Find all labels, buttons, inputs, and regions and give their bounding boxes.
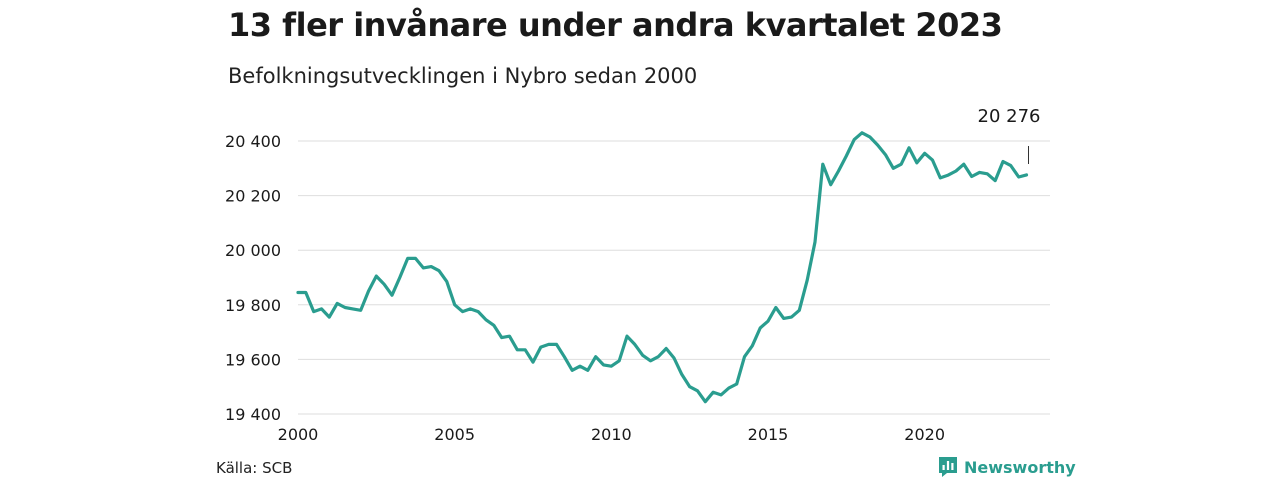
population-line [296,131,1029,404]
newsworthy-logo-icon [939,457,957,477]
x-tick-label: 2010 [591,425,632,444]
x-axis-tick-labels: 2000 2005 2010 2015 2020 [278,425,945,444]
x-tick-label: 2000 [278,425,319,444]
y-tick-label: 19 400 [225,405,281,424]
y-tick-label: 20 200 [225,187,281,206]
chart-title: 13 fler invånare under andra kvartalet 2… [228,6,1003,44]
chart-subtitle: Befolkningsutvecklingen i Nybro sedan 20… [228,64,698,88]
y-tick-label: 20 000 [225,241,281,260]
source-note: Källa: SCB [216,459,293,477]
grid-lines [298,140,1050,415]
x-tick-label: 2005 [434,425,475,444]
y-axis-tick-labels: 19 400 19 600 19 800 20 000 20 200 20 400 [225,132,281,424]
y-tick-label: 19 800 [225,296,281,315]
x-tick-label: 2020 [904,425,945,444]
brand[interactable]: Newsworthy [938,456,1076,478]
y-tick-label: 19 600 [225,350,281,369]
brand-name: Newsworthy [964,457,1076,477]
x-tick-label: 2015 [748,425,789,444]
end-value-label: 20 276 [978,106,1041,127]
y-tick-label: 20 400 [225,132,281,151]
